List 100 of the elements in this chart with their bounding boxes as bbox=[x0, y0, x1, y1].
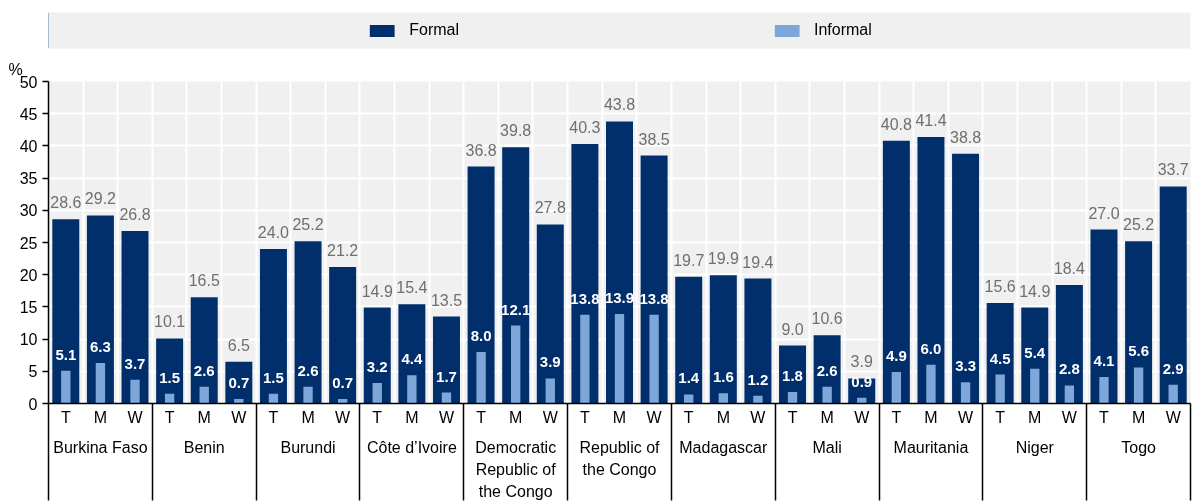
data-label: 9.0 bbox=[781, 320, 804, 338]
data-label: 1.7 bbox=[436, 367, 457, 385]
x-tick-label: T bbox=[372, 408, 383, 426]
bar bbox=[1133, 367, 1144, 404]
bar bbox=[95, 362, 106, 404]
data-label: 40.8 bbox=[880, 115, 913, 133]
data-label: 19.9 bbox=[707, 250, 739, 268]
data-label: 4.9 bbox=[885, 346, 907, 364]
data-label: 24.0 bbox=[257, 223, 290, 241]
bar bbox=[891, 371, 902, 404]
data-label: 2.8 bbox=[1058, 360, 1080, 378]
bar bbox=[467, 166, 495, 404]
text: Côte d’Ivoire bbox=[366, 438, 457, 456]
bar bbox=[536, 224, 564, 404]
data-label: 3.2 bbox=[366, 357, 388, 375]
data-label: 0.7 bbox=[228, 373, 250, 391]
data-label: 36.8 bbox=[465, 141, 497, 159]
text: Benin bbox=[183, 438, 225, 456]
x-tick-label: M bbox=[612, 408, 627, 426]
x-tick-label: M bbox=[197, 408, 211, 426]
legend-label: Formal bbox=[409, 21, 459, 39]
data-label: 33.7 bbox=[1157, 161, 1189, 179]
data-label: 26.8 bbox=[119, 205, 151, 223]
x-tick-label: W bbox=[750, 408, 767, 426]
data-label: 1.4 bbox=[678, 369, 700, 387]
data-label: 1.8 bbox=[782, 366, 803, 384]
text: Niger bbox=[1015, 438, 1055, 456]
x-tick-label: M bbox=[820, 408, 834, 426]
data-label: 27.8 bbox=[534, 199, 566, 217]
x-tick-label: T bbox=[995, 408, 1006, 426]
data-label: 14.9 bbox=[1019, 282, 1051, 300]
data-label: 21.2 bbox=[327, 241, 359, 259]
y-tick-label: 10 bbox=[19, 331, 38, 349]
data-label: 5.4 bbox=[1024, 343, 1046, 361]
data-label: 0.9 bbox=[851, 372, 873, 390]
data-label: 2.6 bbox=[193, 361, 215, 379]
data-label: 2.9 bbox=[1162, 359, 1184, 377]
bar bbox=[121, 230, 149, 404]
bar bbox=[718, 393, 728, 404]
data-label: 10.1 bbox=[154, 313, 186, 331]
data-label: 41.4 bbox=[915, 111, 947, 129]
data-label: 40.3 bbox=[569, 118, 601, 136]
data-label: 4.4 bbox=[401, 350, 423, 368]
x-tick-label: W bbox=[646, 408, 663, 426]
data-label: 4.5 bbox=[989, 349, 1011, 367]
bar bbox=[294, 241, 322, 404]
y-tick-label: 25 bbox=[19, 234, 38, 252]
bar bbox=[190, 297, 218, 404]
bar bbox=[407, 375, 417, 404]
x-tick-label: M bbox=[924, 408, 938, 426]
y-tick-label: 5 bbox=[28, 363, 38, 381]
text: Mali bbox=[812, 438, 842, 456]
bar bbox=[822, 386, 832, 404]
bar bbox=[511, 325, 521, 404]
data-label: 1.5 bbox=[263, 368, 284, 386]
data-label: 25.2 bbox=[292, 216, 324, 234]
text: Mauritania bbox=[893, 438, 969, 456]
data-label: 19.4 bbox=[742, 253, 774, 271]
y-tick-label: 0 bbox=[28, 395, 38, 413]
x-tick-label: M bbox=[509, 408, 523, 426]
data-label: 19.7 bbox=[673, 251, 705, 269]
text: Democratic Republic of the Congo bbox=[475, 438, 557, 500]
data-label: 14.9 bbox=[361, 282, 393, 300]
y-tick-label: 15 bbox=[19, 298, 38, 316]
bar bbox=[926, 364, 936, 404]
data-label: 28.6 bbox=[50, 194, 82, 212]
data-label: 2.6 bbox=[297, 361, 319, 379]
bar bbox=[753, 395, 763, 404]
bar bbox=[787, 391, 798, 404]
x-tick-label: T bbox=[891, 408, 902, 426]
bar bbox=[1030, 368, 1040, 404]
bar bbox=[917, 136, 945, 404]
y-tick-label: 20 bbox=[19, 266, 38, 284]
x-tick-label: W bbox=[542, 408, 559, 426]
data-label: 38.8 bbox=[949, 128, 982, 146]
data-label: 3.9 bbox=[539, 353, 561, 371]
bar bbox=[614, 313, 625, 404]
text: Republic of the Congo bbox=[579, 438, 661, 478]
data-label: 6.3 bbox=[89, 337, 111, 355]
data-label: 0.7 bbox=[332, 373, 354, 391]
bar bbox=[1090, 229, 1118, 404]
x-tick-label: W bbox=[335, 408, 352, 426]
bar bbox=[61, 370, 71, 404]
data-label: 5.6 bbox=[1128, 342, 1150, 360]
x-tick-label: W bbox=[231, 408, 248, 426]
data-label: 10.6 bbox=[811, 310, 843, 328]
y-tick-label: 45 bbox=[19, 105, 38, 123]
data-label: 27.0 bbox=[1088, 204, 1120, 222]
bar bbox=[960, 382, 971, 404]
x-tick-label: T bbox=[683, 408, 694, 426]
bar bbox=[1099, 377, 1109, 404]
data-label: 6.5 bbox=[227, 336, 251, 354]
data-label: 43.8 bbox=[603, 96, 636, 114]
data-label: 39.8 bbox=[500, 122, 532, 140]
bar bbox=[86, 215, 114, 404]
x-tick-label: T bbox=[787, 408, 798, 426]
bar bbox=[199, 386, 209, 404]
bar bbox=[580, 314, 590, 404]
x-tick-label: T bbox=[476, 408, 487, 426]
data-label: 15.6 bbox=[984, 278, 1016, 296]
